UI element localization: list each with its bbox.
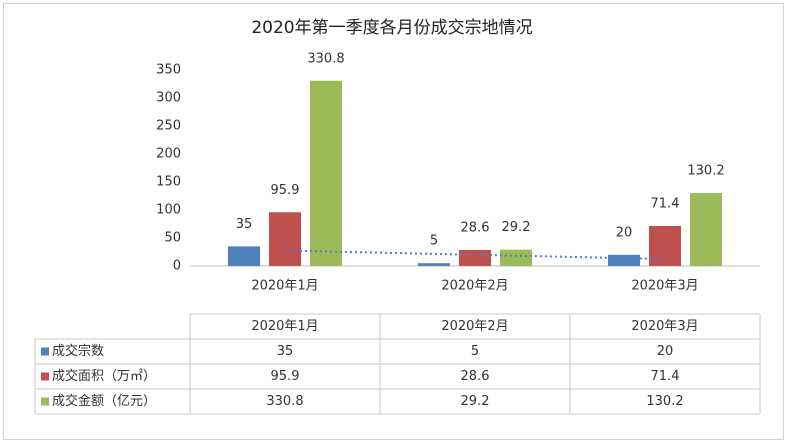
y-tick-label: 0 [173, 259, 181, 274]
table-cell: 130.2 [646, 394, 683, 409]
legend-swatch [41, 397, 49, 406]
y-tick-label: 250 [156, 119, 181, 134]
value-label: 330.8 [307, 51, 344, 66]
bar [269, 212, 301, 266]
value-label: 28.6 [461, 220, 490, 235]
table-cell: 71.4 [651, 369, 680, 384]
bar [500, 249, 532, 266]
legend-swatch [41, 372, 49, 381]
y-tick-label: 150 [156, 175, 181, 190]
value-label: 5 [430, 234, 438, 249]
table-header: 2020年3月 [631, 319, 698, 334]
table-header: 2020年1月 [251, 319, 318, 334]
x-tick-label: 2020年2月 [441, 279, 508, 294]
table-cell: 330.8 [266, 394, 303, 409]
x-tick-label: 2020年1月 [251, 279, 318, 294]
bar [649, 226, 681, 266]
trendline [284, 249, 666, 260]
table-cell: 29.2 [461, 394, 490, 409]
y-tick-label: 200 [156, 147, 181, 162]
table-cell: 35 [277, 344, 294, 359]
legend-label: 成交金额（亿元） [52, 393, 156, 409]
value-label: 29.2 [502, 220, 531, 235]
value-label: 130.2 [687, 164, 724, 179]
y-tick-label: 300 [156, 91, 181, 106]
x-tick-label: 2020年3月 [631, 279, 698, 294]
value-label: 20 [616, 225, 633, 240]
bar [418, 263, 450, 266]
legend-swatch [41, 347, 49, 356]
table-cell: 28.6 [461, 369, 490, 384]
table-cell: 5 [471, 344, 479, 359]
bar [228, 246, 260, 266]
legend-label: 成交面积（万㎡） [52, 368, 156, 384]
y-tick-label: 350 [156, 63, 181, 78]
chart-border [3, 3, 784, 440]
value-label: 95.9 [271, 183, 300, 198]
legend-label: 成交宗数 [52, 343, 104, 359]
chart-title: 2020年第一季度各月份成交宗地情况 [251, 18, 532, 38]
table-header: 2020年2月 [441, 319, 508, 334]
table-cell: 20 [657, 344, 674, 359]
y-tick-label: 50 [164, 231, 181, 246]
bar [310, 80, 342, 266]
table-cell: 95.9 [271, 369, 300, 384]
value-label: 71.4 [651, 197, 680, 212]
y-tick-label: 100 [156, 203, 181, 218]
bar [690, 193, 722, 266]
value-label: 35 [236, 217, 253, 232]
bar [459, 249, 491, 266]
bar [608, 254, 640, 266]
